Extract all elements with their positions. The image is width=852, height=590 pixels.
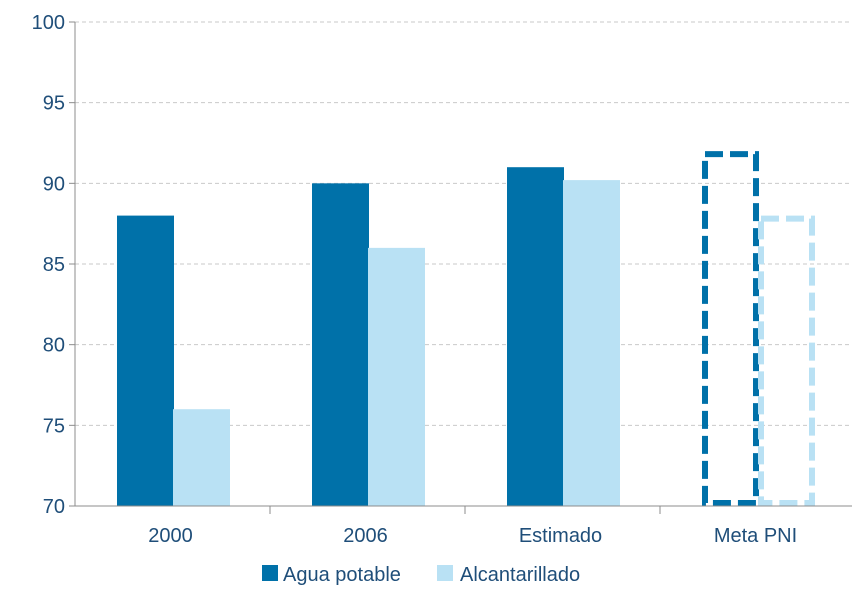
x-tick-label: Estimado [519,525,602,547]
legend: Agua potable Alcantarillado [262,564,580,586]
bar-target-alcantarillado [758,215,815,506]
y-tick-label: 100 [32,12,65,34]
y-tick-label: 80 [43,335,65,357]
legend-label: Alcantarillado [460,564,580,586]
legend-swatch [437,565,453,581]
x-tick-label: 2000 [148,525,193,547]
gridlines [75,21,852,426]
bar-alcantarillado [563,180,620,506]
bar-alcantarillado [173,409,230,506]
bar-agua-potable [117,215,174,506]
bar-agua-potable [312,183,369,507]
axes [69,21,852,514]
bar-alcantarillado [368,247,425,506]
legend-swatch [262,565,278,581]
y-tick-label: 75 [43,415,65,437]
bar-agua-potable [507,167,564,506]
y-tick-label: 95 [43,93,65,115]
y-tick-label: 90 [43,173,65,195]
y-tick-labels: 70 75 80 85 90 95 100 [32,12,65,518]
x-tick-label: Meta PNI [714,525,797,547]
bar-target-agua-potable [702,151,759,506]
y-tick-label: 85 [43,254,65,276]
x-tick-labels: 2000 2006 Estimado Meta PNI [148,525,797,547]
legend-label: Agua potable [283,564,401,586]
y-tick-label: 70 [43,496,65,518]
x-tick-label: 2006 [343,525,388,547]
bars [117,151,815,507]
